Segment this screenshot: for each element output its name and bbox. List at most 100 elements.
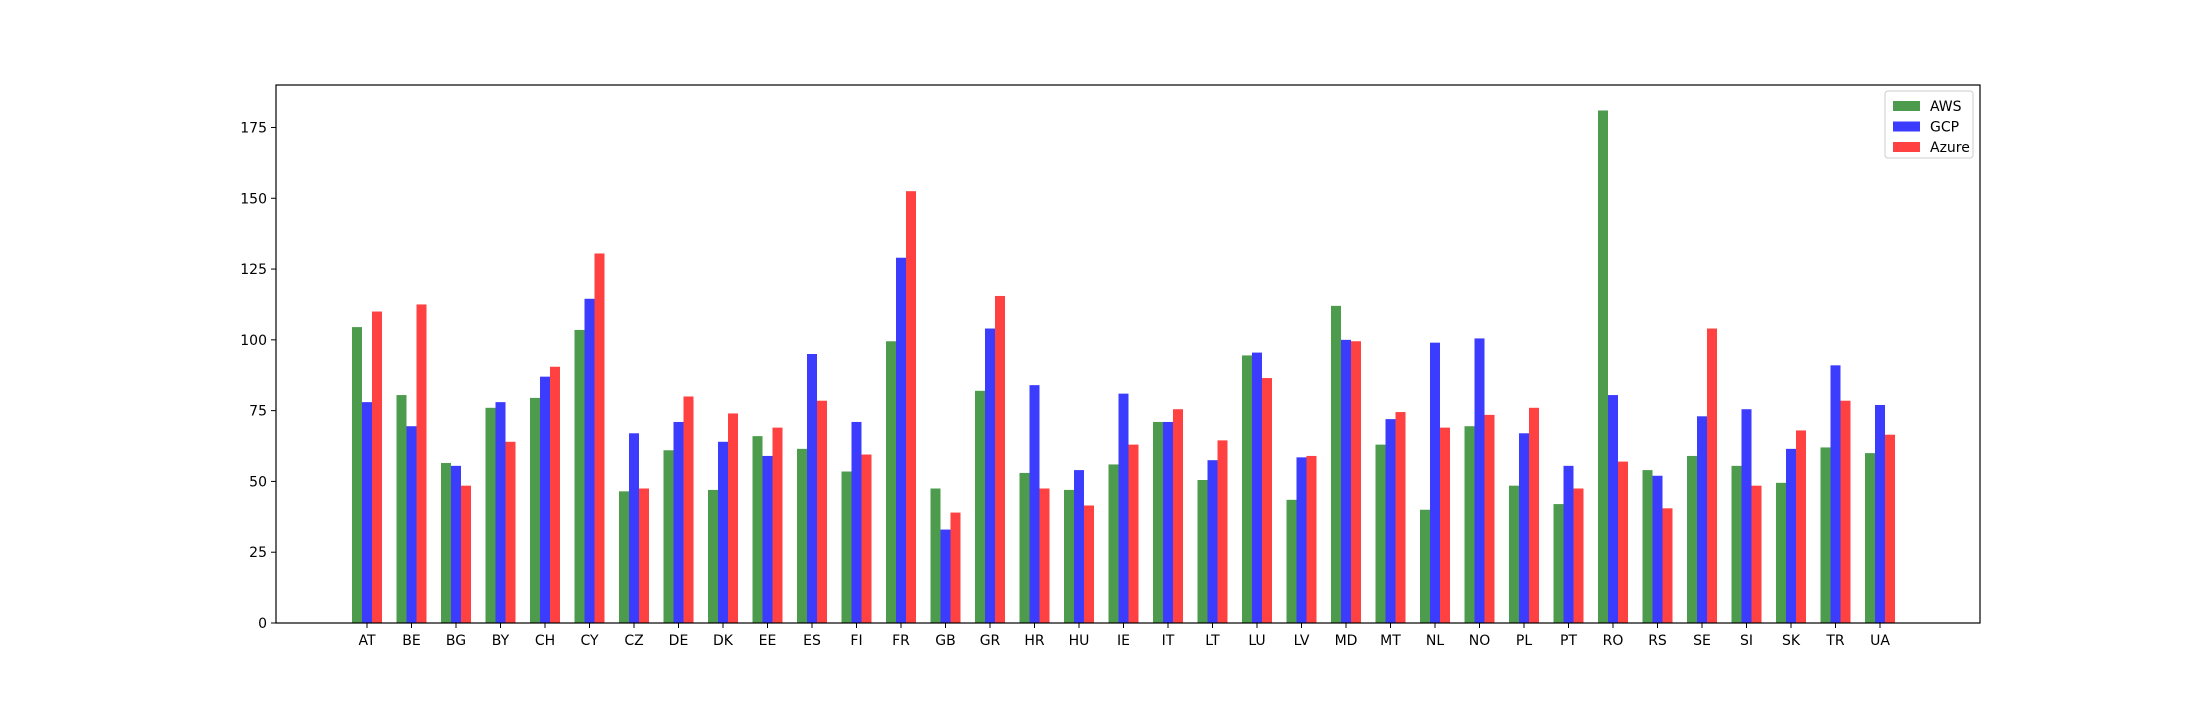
axes-frame xyxy=(275,84,1981,624)
bar-gcp-tr xyxy=(1830,365,1841,623)
legend-label-azure: Azure xyxy=(1930,140,1970,156)
bar-azure-gb xyxy=(950,512,961,623)
legend-label-gcp: GCP xyxy=(1930,120,1959,136)
x-tick-label: DE xyxy=(669,633,689,649)
bar-azure-nl xyxy=(1440,427,1450,623)
bar-gcp-hr xyxy=(1029,385,1040,623)
y-tick-label: 25 xyxy=(249,545,267,561)
bar-aws-lv xyxy=(1286,499,1297,623)
bar-azure-pl xyxy=(1529,407,1539,623)
x-tick-label: RS xyxy=(1648,633,1667,649)
bar-azure-cy xyxy=(594,253,605,623)
bar-gcp-md xyxy=(1341,339,1351,623)
bars-layer xyxy=(352,110,1895,624)
x-tick-label: LU xyxy=(1248,633,1265,649)
bar-azure-no xyxy=(1484,414,1495,623)
bar-azure-dk xyxy=(728,413,738,623)
bar-aws-by xyxy=(485,407,496,623)
bar-gcp-ua xyxy=(1875,404,1885,623)
x-tick-label: BG xyxy=(446,633,466,649)
bar-aws-ua xyxy=(1865,453,1875,623)
x-tick-label: GB xyxy=(935,633,955,649)
x-tick-label: HU xyxy=(1069,633,1090,649)
bar-azure-si xyxy=(1751,485,1762,623)
bar-aws-ro xyxy=(1598,110,1608,624)
bar-azure-be xyxy=(416,304,427,623)
bar-azure-lu xyxy=(1262,378,1272,623)
bar-gcp-fi xyxy=(851,421,862,623)
bar-gcp-de xyxy=(673,421,684,623)
bar-gcp-ch xyxy=(540,376,550,623)
bar-azure-mt xyxy=(1395,412,1406,623)
bar-aws-md xyxy=(1331,305,1341,623)
x-tick-label: NO xyxy=(1469,633,1491,649)
bar-azure-tr xyxy=(1840,400,1851,623)
x-tick-label: HR xyxy=(1024,633,1045,649)
bar-gcp-no xyxy=(1474,338,1485,623)
bar-gcp-it xyxy=(1163,421,1173,623)
bar-azure-bg xyxy=(461,485,471,623)
bar-aws-mt xyxy=(1375,444,1386,623)
x-tick-label: LV xyxy=(1294,633,1310,649)
bar-gcp-es xyxy=(807,354,817,623)
bar-gcp-bg xyxy=(451,465,461,623)
bar-gcp-lt xyxy=(1207,460,1218,623)
bar-aws-bg xyxy=(441,463,451,623)
x-tick-label: IT xyxy=(1162,633,1175,649)
x-tick-label: LT xyxy=(1205,633,1220,649)
bar-aws-it xyxy=(1153,421,1163,623)
bar-aws-pl xyxy=(1509,485,1519,623)
y-tick-label: 150 xyxy=(240,191,267,207)
bar-azure-ee xyxy=(772,427,783,623)
bar-gcp-rs xyxy=(1652,475,1663,623)
bar-azure-pt xyxy=(1573,488,1584,623)
bar-aws-de xyxy=(663,450,674,623)
legend-swatch-azure xyxy=(1893,142,1920,152)
x-tick-label: EE xyxy=(759,633,777,649)
x-tick-label: SI xyxy=(1740,633,1753,649)
bar-gcp-at xyxy=(362,402,372,623)
x-tick-label: CZ xyxy=(624,633,643,649)
bar-aws-pt xyxy=(1553,504,1564,623)
bar-azure-rs xyxy=(1662,508,1673,623)
x-tick-label: PL xyxy=(1516,633,1532,649)
bar-azure-it xyxy=(1173,409,1183,623)
bar-aws-hr xyxy=(1019,472,1030,623)
bar-azure-at xyxy=(372,311,382,623)
x-tick-label: PT xyxy=(1560,633,1577,649)
bar-aws-lu xyxy=(1242,355,1252,623)
bar-azure-by xyxy=(505,441,516,623)
bar-gcp-sk xyxy=(1786,448,1796,623)
x-tick-label: IE xyxy=(1117,633,1130,649)
bar-azure-cz xyxy=(639,488,649,623)
x-tick-label: BE xyxy=(402,633,420,649)
bar-gcp-by xyxy=(495,402,506,623)
x-tick-label: UA xyxy=(1870,633,1890,649)
bar-aws-dk xyxy=(708,489,718,623)
bar-azure-ch xyxy=(550,366,560,623)
bar-aws-no xyxy=(1464,426,1475,623)
x-axis: AT BE BG BY CH CY CZ DE DK EE ES FI FR GB GR HR HU IE IT LT… xyxy=(358,623,1890,649)
bar-aws-nl xyxy=(1420,509,1430,623)
bar-gcp-fr xyxy=(896,257,906,623)
legend: AWS GCP Azure xyxy=(1884,90,1974,159)
bar-gcp-cy xyxy=(584,298,595,623)
bar-gcp-gb xyxy=(940,529,951,623)
bar-azure-hr xyxy=(1039,488,1050,623)
bar-aws-fi xyxy=(841,471,852,623)
x-tick-label: AT xyxy=(358,633,375,649)
bar-gcp-pl xyxy=(1519,433,1529,623)
bar-azure-sk xyxy=(1796,430,1806,623)
bar-gcp-gr xyxy=(985,328,995,623)
bar-aws-be xyxy=(396,395,407,623)
bar-azure-lv xyxy=(1306,455,1317,623)
bar-gcp-si xyxy=(1741,409,1752,623)
bar-azure-md xyxy=(1351,341,1361,623)
bar-azure-fi xyxy=(861,454,872,623)
bar-gcp-ie xyxy=(1118,393,1129,623)
x-tick-label: CH xyxy=(535,633,555,649)
bar-aws-fr xyxy=(886,341,896,623)
bar-azure-de xyxy=(683,396,694,623)
